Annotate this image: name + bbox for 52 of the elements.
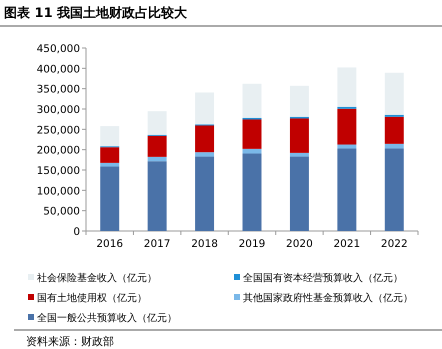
chart-title: 图表 11 我国土地财政占比较大 — [4, 5, 188, 21]
bar — [242, 84, 262, 118]
bar — [148, 161, 167, 231]
bar — [384, 72, 404, 115]
bar — [384, 144, 404, 149]
y-tick-label: 200,000 — [36, 144, 80, 157]
x-tick-label: 2016 — [96, 238, 124, 250]
bar — [337, 148, 356, 231]
bar — [148, 111, 167, 135]
y-tick-label: 300,000 — [36, 104, 80, 116]
y-tick-label: 50,000 — [43, 206, 80, 218]
bar — [242, 119, 262, 149]
bar — [290, 118, 309, 153]
text: 资料来源：财政部 — [26, 335, 114, 348]
x-tick-label: 2018 — [191, 238, 218, 250]
x-tick-label: 2017 — [144, 238, 171, 250]
x-tick-label: 2021 — [333, 238, 360, 250]
y-tick-label: 250,000 — [36, 124, 80, 136]
bar — [100, 126, 120, 146]
y-tick-label: 0 — [73, 226, 80, 238]
x-tick-label: 2019 — [238, 238, 266, 250]
x-tick-label: 2020 — [286, 238, 313, 250]
bar — [195, 156, 214, 231]
bar — [384, 148, 404, 231]
bar — [337, 144, 356, 149]
bar — [195, 126, 214, 152]
legend-label: 全国一般公共预算收入（亿元） — [37, 312, 177, 324]
bar — [148, 136, 167, 157]
bar — [242, 154, 262, 231]
legend-label: 社会保险基金收入（亿元） — [37, 272, 157, 284]
y-tick-label: 100,000 — [36, 185, 80, 198]
bar — [337, 108, 356, 145]
bar — [100, 147, 120, 163]
y-tick-label: 450,000 — [36, 43, 80, 55]
y-tick-label: 350,000 — [36, 84, 80, 96]
bar — [100, 166, 120, 231]
bar — [100, 162, 120, 167]
bar — [195, 152, 214, 157]
x-tick-label: 2022 — [380, 238, 408, 250]
legend-label: 国有土地使用权（亿元） — [37, 292, 147, 304]
y-tick-label: 150,000 — [36, 165, 80, 177]
legend-label: 全国国有资本经营预算收入（亿元） — [243, 272, 403, 284]
y-tick-label: 400,000 — [36, 63, 80, 76]
bar — [148, 156, 167, 162]
bar — [337, 67, 356, 107]
bar — [242, 148, 262, 154]
legend-label: 其他国家政府性基金预算收入（亿元） — [243, 292, 413, 304]
bar — [384, 116, 404, 144]
bar — [195, 92, 214, 124]
bar — [290, 156, 309, 231]
bar — [290, 86, 309, 117]
bar — [290, 152, 309, 157]
